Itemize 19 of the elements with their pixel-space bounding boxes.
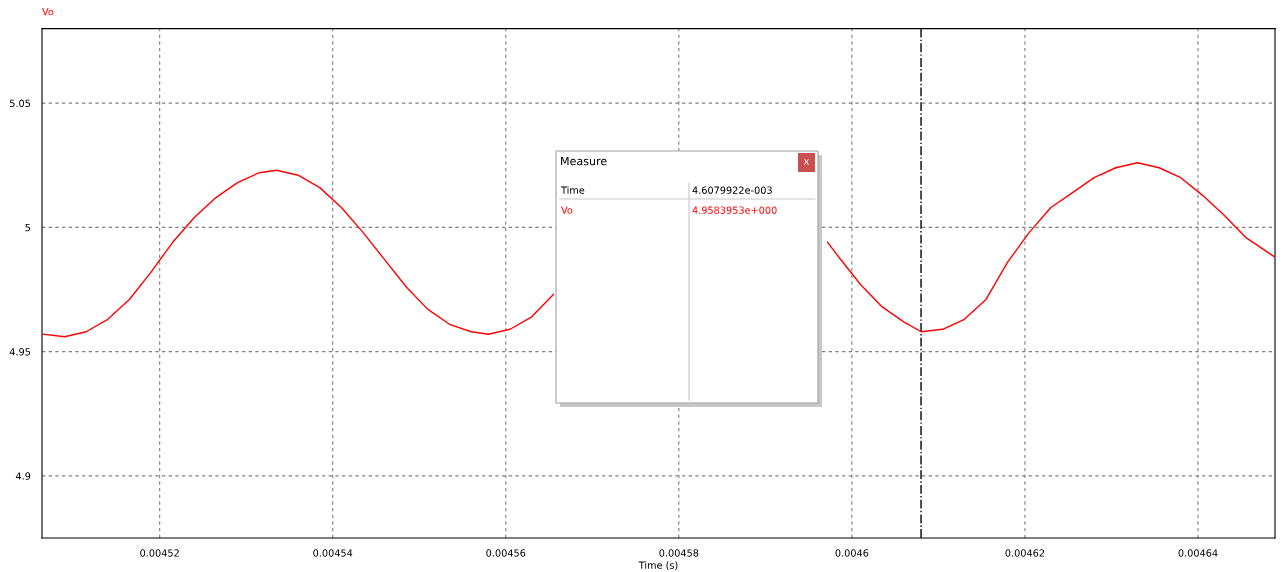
x-tick-label: 0.00456	[486, 549, 526, 557]
x-tick-label: 0.00462	[1005, 549, 1045, 557]
annotation: Vo	[561, 206, 573, 214]
text: Vo	[42, 8, 54, 16]
annotation: x	[803, 159, 810, 165]
y-tick-label: 5.05	[9, 99, 31, 107]
x-tick-label: 0.00458	[659, 549, 699, 557]
annotation: Measure	[561, 156, 607, 166]
annotation: Time	[560, 186, 585, 194]
y-tick-label: 4.95	[9, 348, 31, 356]
annotation: 4.6079922e-003	[692, 186, 772, 194]
y-tick-label: 4.9	[15, 472, 31, 480]
x-tick-label: 0.0046	[835, 549, 869, 557]
annotation: 4.9583953e+000	[692, 206, 777, 214]
x-tick-label: 0.00464	[1178, 549, 1218, 557]
x-axis-title: Time (s)	[638, 561, 678, 570]
x-tick-label: 0.00452	[140, 549, 179, 557]
x-tick-label: 0.00454	[313, 549, 353, 557]
y-tick-label: 5	[25, 224, 31, 232]
